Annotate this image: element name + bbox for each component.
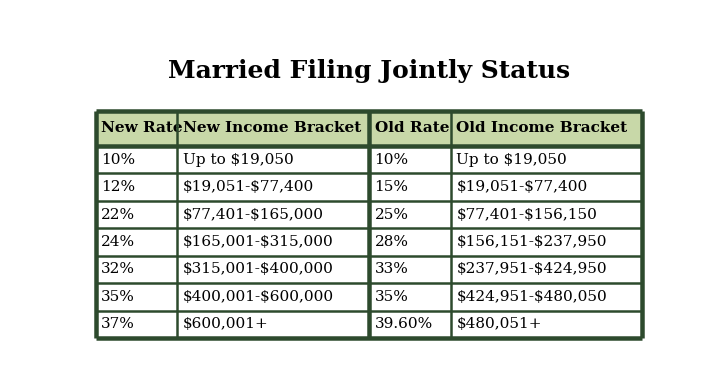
Polygon shape xyxy=(96,283,177,311)
Text: $600,001+: $600,001+ xyxy=(183,317,269,331)
Polygon shape xyxy=(177,201,369,228)
Polygon shape xyxy=(369,283,451,311)
Polygon shape xyxy=(369,146,451,173)
Text: $156,151-$237,950: $156,151-$237,950 xyxy=(456,235,607,249)
Text: Up to $19,050: Up to $19,050 xyxy=(183,153,294,167)
Polygon shape xyxy=(369,256,451,283)
Text: 24%: 24% xyxy=(101,235,135,249)
Text: $19,051-$77,400: $19,051-$77,400 xyxy=(183,180,314,194)
Text: 10%: 10% xyxy=(374,153,409,167)
Text: 10%: 10% xyxy=(101,153,135,167)
Polygon shape xyxy=(451,173,642,201)
Text: New Rate: New Rate xyxy=(101,121,183,136)
Text: Married Filing Jointly Status: Married Filing Jointly Status xyxy=(168,59,570,83)
Text: 33%: 33% xyxy=(374,262,408,277)
Polygon shape xyxy=(177,146,369,173)
Polygon shape xyxy=(177,256,369,283)
Polygon shape xyxy=(451,256,642,283)
Polygon shape xyxy=(451,311,642,338)
Text: $77,401-$165,000: $77,401-$165,000 xyxy=(183,208,324,222)
Text: 15%: 15% xyxy=(374,180,408,194)
Polygon shape xyxy=(369,111,451,146)
Text: $424,951-$480,050: $424,951-$480,050 xyxy=(456,290,607,304)
Polygon shape xyxy=(451,228,642,256)
Polygon shape xyxy=(451,201,642,228)
Polygon shape xyxy=(96,201,177,228)
Polygon shape xyxy=(96,173,177,201)
Polygon shape xyxy=(177,283,369,311)
Text: 35%: 35% xyxy=(101,290,135,304)
Polygon shape xyxy=(96,228,177,256)
Text: Old Income Bracket: Old Income Bracket xyxy=(456,121,627,136)
Text: 25%: 25% xyxy=(374,208,408,222)
Text: $400,001-$600,000: $400,001-$600,000 xyxy=(183,290,334,304)
Text: 39.60%: 39.60% xyxy=(374,317,433,331)
Text: 35%: 35% xyxy=(374,290,408,304)
Polygon shape xyxy=(177,311,369,338)
Polygon shape xyxy=(369,228,451,256)
Text: 32%: 32% xyxy=(101,262,135,277)
Polygon shape xyxy=(177,228,369,256)
Polygon shape xyxy=(96,256,177,283)
Polygon shape xyxy=(369,201,451,228)
Polygon shape xyxy=(369,311,451,338)
Text: 28%: 28% xyxy=(374,235,408,249)
Polygon shape xyxy=(177,173,369,201)
Text: $237,951-$424,950: $237,951-$424,950 xyxy=(456,262,607,277)
Text: Up to $19,050: Up to $19,050 xyxy=(456,153,567,167)
Polygon shape xyxy=(177,111,369,146)
Text: $480,051+: $480,051+ xyxy=(456,317,541,331)
Polygon shape xyxy=(96,146,177,173)
Polygon shape xyxy=(451,111,642,146)
Text: Old Rate: Old Rate xyxy=(374,121,449,136)
Text: $165,001-$315,000: $165,001-$315,000 xyxy=(183,235,333,249)
Text: 12%: 12% xyxy=(101,180,135,194)
Polygon shape xyxy=(369,173,451,201)
Text: 22%: 22% xyxy=(101,208,135,222)
Polygon shape xyxy=(451,146,642,173)
Polygon shape xyxy=(96,311,177,338)
Text: $77,401-$156,150: $77,401-$156,150 xyxy=(456,208,597,222)
Text: 37%: 37% xyxy=(101,317,135,331)
Polygon shape xyxy=(96,111,177,146)
Polygon shape xyxy=(451,283,642,311)
Text: $315,001-$400,000: $315,001-$400,000 xyxy=(183,262,333,277)
Text: $19,051-$77,400: $19,051-$77,400 xyxy=(456,180,588,194)
Text: New Income Bracket: New Income Bracket xyxy=(183,121,361,136)
